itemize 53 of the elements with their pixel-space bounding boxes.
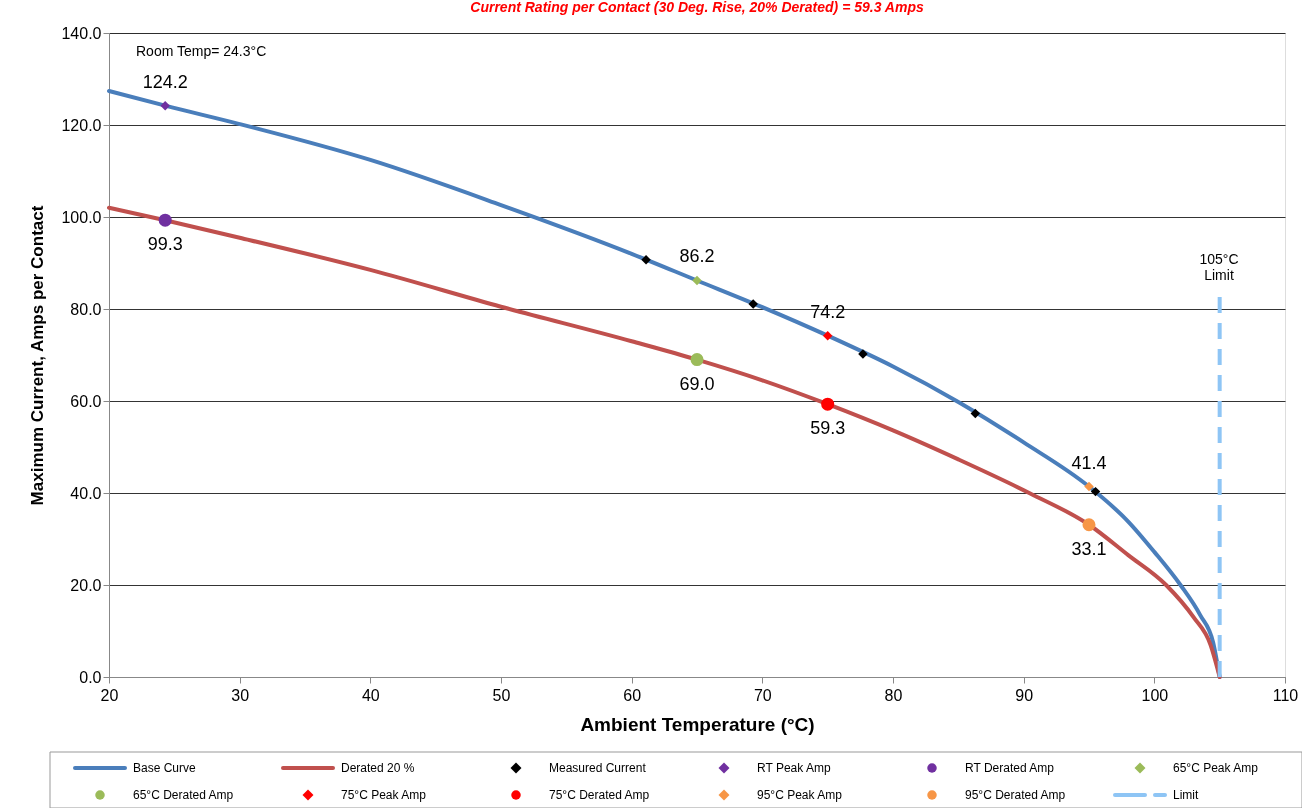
y-tick-label: 40.0 [70,484,102,502]
x-tick-label: 20 [100,686,119,704]
point [160,100,170,111]
y-tick-label: 140.0 [61,24,102,42]
point [158,213,172,227]
x-tick-label: 90 [1015,686,1034,704]
point [821,397,835,411]
legend-label: Base Curve [133,761,197,775]
y-tick-label: 60.0 [70,392,102,410]
data-label: 124.2 [142,71,188,92]
x-tick-label: 40 [361,686,380,704]
x-tick-label: 70 [753,686,772,704]
y-tick-label: 120.0 [61,116,102,134]
legend-label: Derated 20 % [341,761,415,775]
data-label: 59.3 [810,418,846,439]
chart-title: Current Rating per Contact (30 Deg. Rise, 20% Derated) = 59.3 Amps [470,0,924,15]
annotation: Room Temp= 24.3°C [136,43,267,59]
legend-label: 75°C Peak Amp [341,788,427,802]
legend-label: Measured Current [549,761,647,775]
point [822,330,833,341]
legend-label: 75°C Derated Amp [549,788,650,802]
point [641,255,651,265]
data-label: 69.0 [679,373,715,394]
point [970,408,981,419]
y-tick-label: 20.0 [70,576,102,594]
y-axis-title: Maximum Current, Amps per Contact [28,205,48,506]
point [692,275,702,286]
data-label: 86.2 [679,246,715,267]
x-tick-label: 110 [1272,686,1299,704]
legend-label: 95°C Peak Amp [757,788,843,802]
x-tick-label: 80 [884,686,903,704]
data-label: 33.1 [1071,538,1107,559]
legend-label: 65°C Derated Amp [133,788,234,802]
point [1084,481,1094,492]
annotation: 105°C Limit [1199,251,1239,283]
legend-label: 65°C Peak Amp [1173,761,1259,775]
y-tick-label: 0.0 [79,668,102,686]
y-tick-label: 80.0 [70,300,102,318]
x-axis-title: Ambient Temperature (°C) [580,713,815,735]
y-tick-label: 100.0 [61,208,102,226]
x-tick-label: 100 [1141,686,1169,704]
legend-label: RT Derated Amp [965,761,1055,775]
x-tick-label: 30 [231,686,250,704]
point [1090,486,1101,497]
data-label: 99.3 [147,234,183,255]
x-tick-label: 50 [492,686,511,704]
legend-label: Limit [1173,788,1199,802]
data-label: 41.4 [1071,452,1107,473]
point [690,353,704,367]
legend-label: RT Peak Amp [757,761,831,775]
x-tick-label: 60 [623,686,642,704]
point [1082,518,1096,532]
legend-label: 95°C Derated Amp [965,788,1066,802]
